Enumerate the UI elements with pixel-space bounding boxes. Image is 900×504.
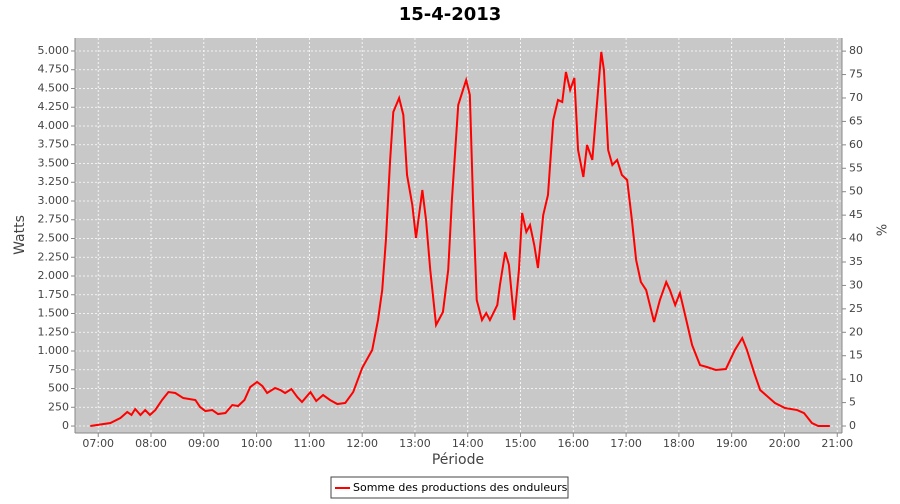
x-tick-label: 20:00 bbox=[769, 437, 801, 450]
legend-box bbox=[330, 476, 569, 499]
y2-tick-label: 5 bbox=[849, 396, 856, 409]
x-tick-label: 19:00 bbox=[716, 437, 748, 450]
y2-tick-label: 40 bbox=[849, 232, 863, 245]
legend-label: Somme des productions des onduleurs bbox=[353, 481, 568, 494]
y2-tick-label: 80 bbox=[849, 44, 863, 57]
y-tick-label: 2.500 bbox=[38, 232, 70, 245]
y-tick-label: 3.500 bbox=[38, 156, 70, 169]
y-tick-label: 3.000 bbox=[38, 194, 70, 207]
y2-tick-label: 35 bbox=[849, 255, 863, 268]
y-tick-label: 3.750 bbox=[38, 138, 70, 151]
y-tick-label: 2.000 bbox=[38, 269, 70, 282]
y2-tick-label: 0 bbox=[849, 419, 856, 432]
y-tick-label: 4.750 bbox=[38, 63, 70, 76]
x-tick-label: 13:00 bbox=[399, 437, 431, 450]
y2-tick-label: 20 bbox=[849, 325, 863, 338]
y2-tick-label: 65 bbox=[849, 114, 863, 127]
x-tick-label: 09:00 bbox=[188, 437, 220, 450]
y2-tick-label: 55 bbox=[849, 161, 863, 174]
x-tick-label: 18:00 bbox=[663, 437, 695, 450]
x-tick-label: 10:00 bbox=[241, 437, 273, 450]
y2-tick-label: 15 bbox=[849, 349, 863, 362]
y-tick-label: 3.250 bbox=[38, 175, 70, 188]
y-tick-label: 750 bbox=[48, 363, 69, 376]
series-line bbox=[90, 51, 830, 428]
plot-area bbox=[75, 38, 842, 433]
x-axis-label: Période bbox=[432, 452, 484, 468]
x-tick-label: 17:00 bbox=[610, 437, 642, 450]
x-tick-label: 16:00 bbox=[557, 437, 589, 450]
y-tick-label: 1.750 bbox=[38, 288, 70, 301]
x-tick-label: 11:00 bbox=[294, 437, 326, 450]
y-tick-label: 250 bbox=[48, 400, 69, 413]
y2-tick-label: 75 bbox=[849, 68, 863, 81]
y2-tick-label: 70 bbox=[849, 91, 863, 104]
y-tick-label: 1.500 bbox=[38, 307, 70, 320]
y-axis-label: Watts bbox=[12, 215, 28, 255]
y2-tick-label: 60 bbox=[849, 138, 863, 151]
y-tick-label: 4.000 bbox=[38, 119, 70, 132]
y2-tick-label: 25 bbox=[849, 302, 863, 315]
x-tick-label: 21:00 bbox=[821, 437, 853, 450]
x-tick-label: 12:00 bbox=[346, 437, 378, 450]
y-tick-label: 1.000 bbox=[38, 344, 70, 357]
x-tick-label: 08:00 bbox=[135, 437, 167, 450]
y-tick-label: 0 bbox=[62, 419, 69, 432]
y-tick-label: 2.750 bbox=[38, 213, 70, 226]
y-tick-label: 500 bbox=[48, 382, 69, 395]
y-tick-label: 2.250 bbox=[38, 250, 70, 263]
y2-tick-label: 45 bbox=[849, 208, 863, 221]
y2-tick-label: 10 bbox=[849, 372, 863, 385]
y-tick-label: 4.500 bbox=[38, 81, 70, 94]
y-tick-label: 4.250 bbox=[38, 100, 70, 113]
y2-axis-label: % bbox=[873, 224, 888, 236]
y-tick-label: 5.000 bbox=[38, 44, 70, 57]
y2-tick-label: 30 bbox=[849, 278, 863, 291]
x-tick-label: 07:00 bbox=[82, 437, 114, 450]
chart-title: 15-4-2013 bbox=[399, 4, 502, 25]
y-tick-label: 1.250 bbox=[38, 325, 70, 338]
x-tick-label: 14:00 bbox=[452, 437, 484, 450]
y2-tick-label: 50 bbox=[849, 185, 863, 198]
x-tick-label: 15:00 bbox=[505, 437, 537, 450]
